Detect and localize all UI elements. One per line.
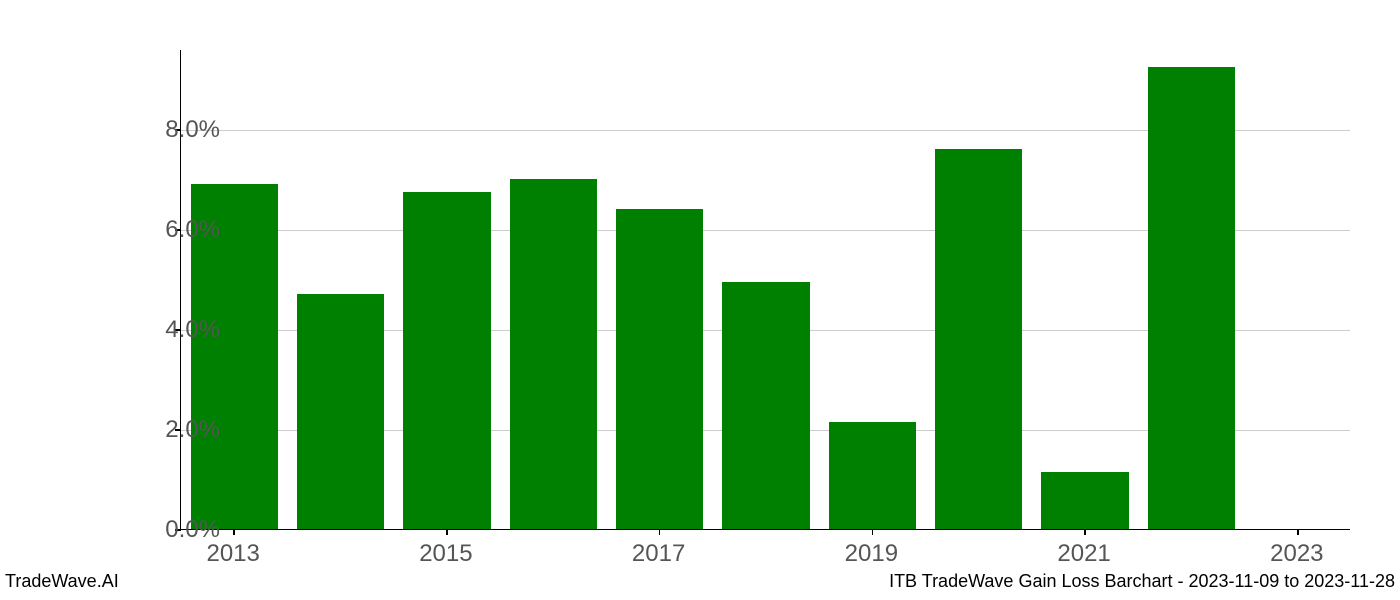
x-tick-label: 2023 (1270, 540, 1323, 568)
footer-right-text: ITB TradeWave Gain Loss Barchart - 2023-… (889, 571, 1395, 592)
x-tick-mark (659, 529, 661, 535)
x-tick-mark (872, 529, 874, 535)
chart-container (180, 50, 1350, 530)
plot-area (180, 50, 1350, 530)
x-tick-label: 2015 (419, 540, 472, 568)
footer-left-text: TradeWave.AI (5, 571, 119, 592)
bar (510, 179, 597, 529)
bar (935, 149, 1022, 529)
bar (403, 192, 490, 530)
bar (829, 422, 916, 530)
x-tick-mark (233, 529, 235, 535)
y-tick-label: 2.0% (140, 416, 220, 444)
x-tick-mark (1084, 529, 1086, 535)
x-tick-mark (1297, 529, 1299, 535)
x-tick-label: 2019 (845, 540, 898, 568)
bar (297, 294, 384, 529)
bar (722, 282, 809, 530)
x-tick-label: 2021 (1057, 540, 1110, 568)
x-tick-label: 2017 (632, 540, 685, 568)
y-tick-label: 4.0% (140, 316, 220, 344)
x-tick-label: 2013 (206, 540, 259, 568)
bar (1041, 472, 1128, 530)
x-tick-mark (446, 529, 448, 535)
bar (616, 209, 703, 529)
bar (1148, 67, 1235, 530)
y-tick-label: 8.0% (140, 116, 220, 144)
y-tick-label: 6.0% (140, 216, 220, 244)
